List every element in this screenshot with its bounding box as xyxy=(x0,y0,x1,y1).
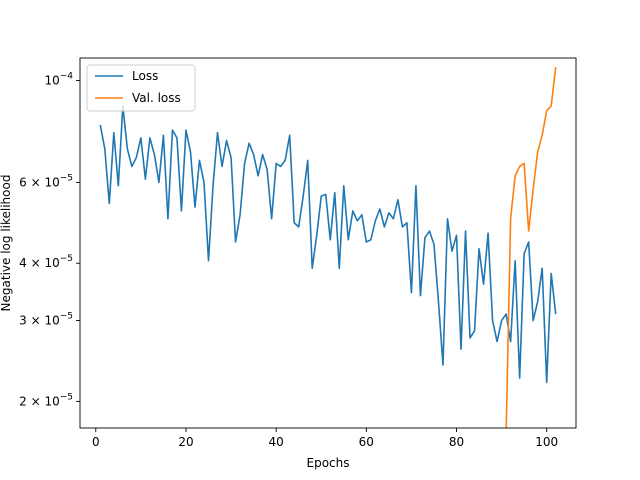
legend: Loss Val. loss xyxy=(86,64,196,112)
x-axis: 0 20 40 60 80 100 xyxy=(92,428,558,449)
y-axis-label: Negative log likelihood xyxy=(0,175,13,312)
y-tick-label: 4 × 10−5 xyxy=(19,254,73,270)
x-axis-label: Epochs xyxy=(307,456,350,470)
x-tick-label: 40 xyxy=(269,435,284,449)
x-tick-label: 60 xyxy=(359,435,374,449)
y-tick-label: 3 × 10−5 xyxy=(19,312,73,328)
x-tick-label: 100 xyxy=(535,435,558,449)
legend-label-val-loss: Val. loss xyxy=(132,91,181,105)
x-tick-label: 20 xyxy=(178,435,193,449)
y-tick-label: 2 × 10−5 xyxy=(19,392,73,408)
series-line-loss xyxy=(99,105,557,384)
series-line-val-loss xyxy=(505,67,557,428)
x-tick-label: 80 xyxy=(449,435,464,449)
legend-label-loss: Loss xyxy=(132,69,158,83)
y-tick-label: 6 × 10−5 xyxy=(19,173,73,189)
x-tick-label: 0 xyxy=(92,435,100,449)
plot-frame xyxy=(79,57,577,429)
y-axis: 2 × 10−5 3 × 10−5 4 × 10−5 6 × 10−5 10−4 xyxy=(19,72,80,408)
y-tick-label: 10−4 xyxy=(44,72,73,88)
series-layer xyxy=(99,67,557,428)
